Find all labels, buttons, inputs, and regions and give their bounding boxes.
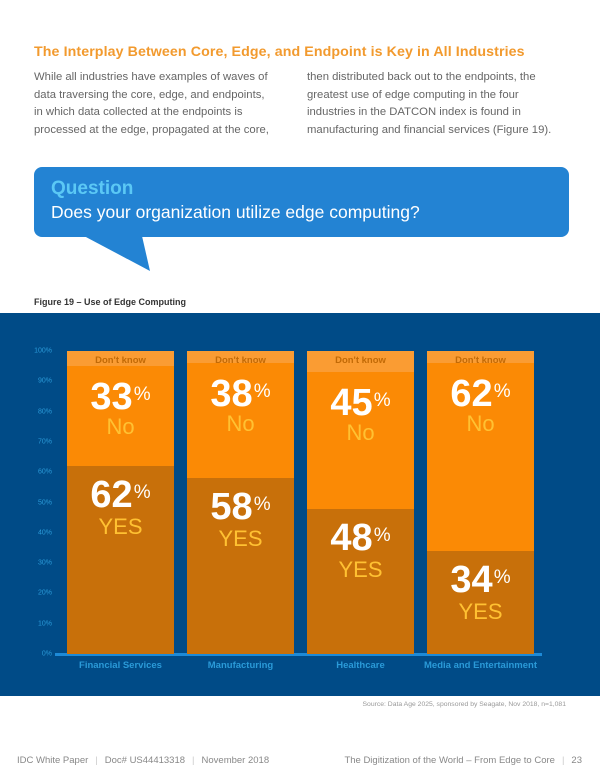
- bar-stack: Don't know 38% No 58% YES: [187, 351, 294, 654]
- percent-sign: %: [373, 390, 391, 412]
- bar-segment-yes: [187, 478, 294, 654]
- percent-sign: %: [493, 381, 511, 403]
- percent-sign: %: [253, 381, 271, 403]
- y-tick-label: 70%: [37, 438, 52, 446]
- no-category-label: No: [226, 411, 255, 437]
- y-tick-label: 40%: [37, 529, 52, 537]
- percent-sign: %: [133, 384, 151, 406]
- y-tick-label: 10%: [37, 620, 52, 628]
- percent-sign: %: [493, 566, 511, 588]
- footer-right: The Digitization of the World – From Edg…: [344, 755, 582, 766]
- body-text-left: While all industries have examples of wa…: [34, 71, 269, 136]
- bar-segment-no: [187, 363, 294, 479]
- yes-value-label: 48%: [330, 516, 391, 559]
- dont-know-label: Don't know: [215, 355, 266, 366]
- percent-sign: %: [373, 524, 391, 546]
- bar-stack: Don't know 33% No 62% YES: [67, 351, 174, 654]
- question-text: Does your organization utilize edge comp…: [51, 202, 420, 222]
- y-tick-label: 60%: [37, 468, 52, 476]
- y-tick-label: 80%: [37, 408, 52, 416]
- section-heading: The Interplay Between Core, Edge, and En…: [34, 44, 525, 60]
- figure-caption: Figure 19 – Use of Edge Computing: [34, 297, 187, 307]
- bar-segment-dont-know: [427, 351, 534, 364]
- yes-category-label: YES: [98, 514, 143, 540]
- yes-value-label: 62%: [90, 474, 151, 517]
- x-category-label: Healthcare: [336, 660, 385, 671]
- no-value-label: 62%: [450, 373, 511, 416]
- footer-publication: IDC White Paper: [17, 755, 89, 766]
- footer-separator: |: [561, 755, 565, 766]
- footer-doc-number: Doc# US44413318: [104, 755, 186, 766]
- bar-segment-dont-know: [307, 351, 414, 373]
- y-tick-label: 20%: [37, 589, 52, 597]
- yes-value-label: 34%: [450, 558, 511, 601]
- no-value-label: 45%: [330, 382, 391, 425]
- footer-doc-title: The Digitization of the World – From Edg…: [344, 755, 555, 766]
- source-note: Source: Data Age 2025, sponsored by Seag…: [362, 701, 567, 708]
- bar-stack: Don't know 62% No 34% YES: [427, 351, 534, 654]
- bar-segment-no: [307, 372, 414, 509]
- bar-segment-no: [67, 366, 174, 467]
- bar-segment-dont-know: [187, 351, 294, 364]
- bar-segment-dont-know: [67, 351, 174, 367]
- x-axis-baseline: [55, 653, 542, 656]
- bar-segment-no: [427, 363, 534, 551]
- footer-date: November 2018: [201, 755, 270, 766]
- x-category-label: Financial Services: [79, 660, 162, 671]
- x-category-label: Media and Entertainment: [424, 660, 537, 671]
- bar-segment-yes: [427, 550, 534, 654]
- yes-value-label: 58%: [210, 486, 271, 529]
- footer-left: IDC White Paper | Doc# US44413318 | November…: [17, 755, 269, 766]
- dont-know-label: Don't know: [95, 355, 146, 366]
- bar-segment-yes: [307, 508, 414, 654]
- page-number: 23: [571, 755, 582, 766]
- yes-category-label: YES: [218, 526, 263, 552]
- y-tick-label: 90%: [37, 377, 52, 385]
- y-tick-label: 30%: [37, 559, 52, 567]
- no-value-label: 38%: [210, 373, 271, 416]
- x-category-label: Manufacturing: [207, 660, 274, 671]
- yes-category-label: YES: [338, 556, 383, 582]
- question-label: Question: [51, 178, 134, 199]
- percent-sign: %: [133, 482, 151, 504]
- dont-know-label: Don't know: [455, 355, 506, 366]
- body-text-right: then distributed back out to the endpoin…: [307, 71, 552, 136]
- yes-category-label: YES: [458, 598, 503, 624]
- question-bubble: Question Does your organization utilize …: [34, 167, 569, 237]
- no-category-label: No: [106, 414, 135, 440]
- footer-separator: |: [95, 755, 98, 766]
- chart-panel: 0% 10% 20% 30% 40% 50% 60% 70% 80% 90% 100% Don't …: [0, 313, 600, 696]
- y-tick-label: 0%: [41, 650, 52, 658]
- y-tick-label: 50%: [37, 499, 52, 506]
- percent-sign: %: [253, 494, 271, 516]
- bar-stack: Don't know 45% No 48% YES: [307, 351, 414, 654]
- no-category-label: No: [346, 420, 375, 446]
- footer-separator: |: [192, 755, 195, 766]
- no-value-label: 33%: [90, 376, 151, 419]
- y-tick-label: 100%: [34, 347, 52, 355]
- bar-segment-yes: [67, 466, 174, 654]
- dont-know-label: Don't know: [335, 355, 386, 366]
- no-category-label: No: [466, 411, 495, 437]
